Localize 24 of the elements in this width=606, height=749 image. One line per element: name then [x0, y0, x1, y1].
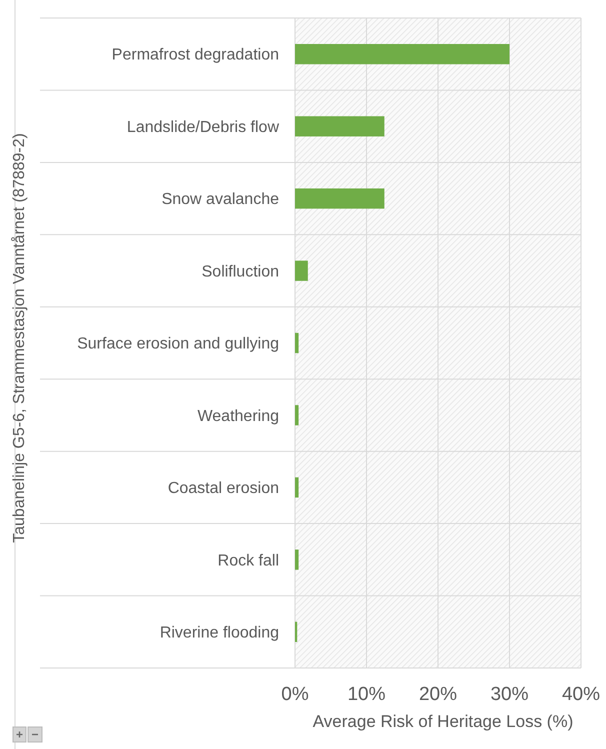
y-tick-label: Weathering — [197, 408, 279, 425]
y-tick-label: Landslide/Debris flow — [126, 118, 280, 136]
bar — [295, 188, 384, 209]
bar — [295, 332, 299, 354]
x-tick-label: 20% — [418, 684, 458, 705]
bar — [295, 260, 308, 281]
bar — [295, 477, 299, 498]
y-tick-label: Snow avalanche — [162, 191, 280, 208]
x-tick-label: 40% — [562, 684, 600, 705]
y-tick-label: Coastal erosion — [168, 480, 279, 498]
x-tick-label: 30% — [490, 684, 529, 705]
bar — [295, 405, 299, 426]
y-tick-label: Solifluction — [202, 263, 279, 280]
y-tick-label: Surface erosion and gullying — [77, 336, 279, 353]
y-tick-label: Rock fall — [218, 552, 279, 570]
bar — [295, 44, 510, 64]
x-axis-title: Average Risk of Heritage Loss (%) — [312, 712, 574, 731]
bar — [295, 550, 299, 570]
y-tick-label: Permafrost degradation — [112, 46, 279, 64]
y-tick-label: Riverine flooding — [160, 624, 279, 642]
x-tick-label: 0% — [281, 684, 309, 705]
x-tick-label: 10% — [347, 684, 386, 705]
bar — [295, 116, 384, 136]
y-axis-title: Taubanelinje G5-6, Strammestasjon Vanntårnet (87889-2) — [11, 133, 28, 543]
